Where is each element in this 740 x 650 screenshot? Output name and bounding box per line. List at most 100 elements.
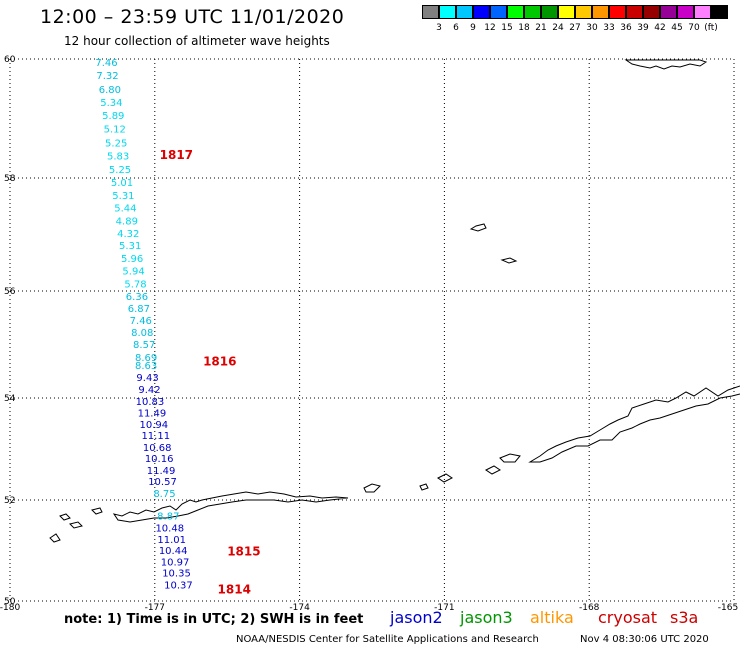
- legend-swatch: [677, 5, 694, 19]
- legend-swatch: [626, 5, 643, 19]
- near-island-3: [91, 507, 103, 515]
- track-labels: 1817 1816 1815 1814: [160, 148, 261, 596]
- unimak-island: [499, 453, 521, 463]
- map-title: 12:00 – 23:59 UTC 11/01/2020: [40, 6, 345, 28]
- wave-height-value: 6.80: [99, 85, 121, 96]
- fox-island: [485, 465, 501, 475]
- lat-lon-grid: [9, 58, 735, 602]
- pribilof-island-2: [500, 257, 518, 264]
- wave-height-value: 8.57: [133, 340, 155, 351]
- wave-height-value: 5.96: [121, 254, 143, 265]
- wave-height-value: 5.31: [112, 191, 134, 202]
- wave-height-value: 8.63: [135, 361, 157, 372]
- satellite-jason3: jason3: [460, 608, 513, 627]
- track-id-label: 1814: [218, 582, 251, 596]
- legend-label: 36: [620, 23, 632, 33]
- legend-swatch: [473, 5, 490, 19]
- wave-height-observations: 7.46 7.32 6.80 5.34 5.89 5.12 5.25 5.83 5.25 5.01…: [95, 58, 192, 591]
- x-axis-label: -168: [579, 603, 600, 613]
- axis-labels: -180 -177 -174 -171 -168 -165 60 58 56 54 52 50: [0, 55, 738, 613]
- credit-line: NOAA/NESDIS Center for Satellite Applica…: [236, 634, 539, 645]
- wave-height-value: 8.75: [153, 489, 175, 500]
- legend-swatch: [609, 5, 626, 19]
- wave-height-value: 11.49: [138, 408, 167, 419]
- wave-height-value: 5.31: [119, 241, 141, 252]
- wave-height-value: 4.89: [116, 216, 138, 227]
- y-axis-label: 52: [4, 496, 15, 506]
- near-island-1: [69, 521, 83, 529]
- satellite-altika: altika: [530, 608, 574, 627]
- wave-height-value: 9.43: [136, 373, 158, 384]
- wave-height-value: 5.25: [109, 165, 131, 176]
- legend-swatch: [507, 5, 524, 19]
- legend-swatch: [592, 5, 609, 19]
- wave-height-value: 11.01: [157, 535, 186, 546]
- y-axis-label: 50: [4, 597, 16, 607]
- wave-height-value: 10.48: [155, 523, 184, 534]
- wave-height-value: 10.83: [136, 397, 165, 408]
- legend-label: 15: [501, 23, 513, 33]
- x-axis-label: -174: [289, 603, 310, 613]
- legend-label: 30: [586, 23, 598, 33]
- x-axis-label: -171: [434, 603, 454, 613]
- wave-height-value: 10.44: [159, 546, 188, 557]
- wave-height-value: 6.36: [126, 292, 148, 303]
- wave-height-value: 5.44: [114, 203, 136, 214]
- pribilof-island-1: [469, 223, 487, 232]
- wave-height-value: 10.16: [145, 454, 174, 465]
- legend-label: 18: [518, 23, 530, 33]
- legend-swatch: [456, 5, 473, 19]
- wave-height-value: 7.32: [96, 71, 118, 82]
- coastline: [49, 59, 740, 543]
- x-axis-label: -180: [0, 603, 20, 613]
- legend-label: 42: [654, 23, 666, 33]
- legend-swatch: [490, 5, 507, 19]
- legend-label: 33: [603, 23, 615, 33]
- x-axis-label: -165: [718, 603, 738, 613]
- footer-note: note: 1) Time is in UTC; 2) SWH is in fe…: [64, 612, 364, 627]
- wave-height-value: 8.69: [135, 353, 157, 364]
- legend-swatch: [422, 5, 439, 19]
- legend-label: (ft): [704, 23, 718, 33]
- legend-swatch: [660, 5, 677, 19]
- satellite-s3a: s3a: [670, 608, 699, 627]
- legend-swatch: [643, 5, 660, 19]
- legend-swatch: [439, 5, 456, 19]
- legend-label: 21: [535, 23, 547, 33]
- near-island-2: [49, 533, 61, 543]
- wave-height-value: 5.01: [111, 178, 133, 189]
- wave-height-value: 5.89: [102, 111, 124, 122]
- wave-height-value: 5.25: [105, 138, 127, 149]
- satellite-cryosat: cryosat: [598, 608, 658, 627]
- legend-label: 39: [637, 23, 649, 33]
- wave-height-value: 10.94: [140, 420, 169, 431]
- x-axis-label: -177: [145, 603, 165, 613]
- wave-height-value: 5.83: [107, 151, 129, 162]
- alaska-peninsula: [528, 385, 740, 463]
- wave-height-value: 8.08: [131, 328, 153, 339]
- legend-label: 6: [453, 23, 459, 33]
- legend-swatch: [694, 5, 711, 19]
- track-id-label: 1817: [160, 148, 193, 162]
- wave-height-value: 9.42: [138, 385, 160, 396]
- wave-height-value: 10.57: [148, 477, 177, 488]
- legend-swatch: [524, 5, 541, 19]
- satellite-jason2: jason2: [390, 608, 443, 627]
- legend-swatch: [558, 5, 575, 19]
- legend-label: 12: [484, 23, 496, 33]
- legend-swatch: [711, 5, 728, 19]
- wave-height-value: 11.49: [147, 466, 176, 477]
- wave-height-value: 5.34: [100, 98, 122, 109]
- amlia-island: [363, 483, 381, 493]
- wave-height-value: 6.87: [128, 304, 150, 315]
- track-id-label: 1816: [203, 355, 236, 369]
- andreanof-islands: [112, 491, 349, 523]
- wave-height-value: 4.32: [117, 229, 139, 240]
- wave-height-value: 7.46: [95, 58, 117, 69]
- y-axis-label: 60: [4, 55, 16, 65]
- islands-of-four-mountains: [419, 483, 429, 491]
- wave-height-value: 7.46: [130, 316, 152, 327]
- y-axis-label: 58: [4, 174, 16, 184]
- wave-height-value: 11.11: [141, 431, 170, 442]
